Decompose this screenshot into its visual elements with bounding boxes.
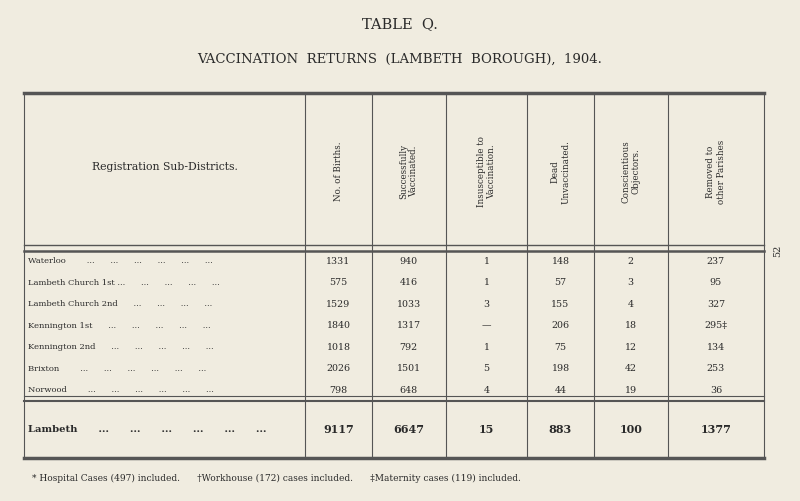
Text: 1033: 1033 xyxy=(397,300,421,309)
Text: 327: 327 xyxy=(707,300,725,309)
Text: 416: 416 xyxy=(400,278,418,287)
Text: 15: 15 xyxy=(479,424,494,435)
Text: 1: 1 xyxy=(483,257,490,266)
Text: —: — xyxy=(482,321,491,330)
Text: 12: 12 xyxy=(625,343,637,352)
Text: Insusceptible to
Vaccination.: Insusceptible to Vaccination. xyxy=(477,136,496,207)
Text: 44: 44 xyxy=(554,386,566,395)
Text: 1331: 1331 xyxy=(326,257,350,266)
Text: 100: 100 xyxy=(619,424,642,435)
Text: 9117: 9117 xyxy=(323,424,354,435)
Text: Lambeth      ...      ...      ...      ...      ...      ...: Lambeth ... ... ... ... ... ... xyxy=(28,425,266,434)
Text: 1377: 1377 xyxy=(701,424,731,435)
Text: 295‡: 295‡ xyxy=(704,321,727,330)
Text: Registration Sub-Districts.: Registration Sub-Districts. xyxy=(92,162,238,171)
Text: Waterloo        ...      ...      ...      ...      ...      ...: Waterloo ... ... ... ... ... ... xyxy=(28,257,213,265)
Text: 1317: 1317 xyxy=(397,321,421,330)
Text: Lambeth Church 2nd      ...      ...      ...      ...: Lambeth Church 2nd ... ... ... ... xyxy=(28,300,212,308)
Text: 2026: 2026 xyxy=(326,364,350,373)
Text: 18: 18 xyxy=(625,321,637,330)
Text: 3: 3 xyxy=(628,278,634,287)
Text: Dead
Unvaccinated.: Dead Unvaccinated. xyxy=(550,140,570,203)
Text: 4: 4 xyxy=(628,300,634,309)
Text: 798: 798 xyxy=(330,386,347,395)
Text: 95: 95 xyxy=(710,278,722,287)
Text: Norwood        ...      ...      ...      ...      ...      ...: Norwood ... ... ... ... ... ... xyxy=(28,386,214,394)
Text: Removed to
other Parishes: Removed to other Parishes xyxy=(706,139,726,204)
Text: 4: 4 xyxy=(483,386,490,395)
Text: 6647: 6647 xyxy=(394,424,424,435)
Text: VACCINATION  RETURNS  (LAMBETH  BOROUGH),  1904.: VACCINATION RETURNS (LAMBETH BOROUGH), 1… xyxy=(198,53,602,66)
Text: TABLE  Q.: TABLE Q. xyxy=(362,18,438,32)
Text: 206: 206 xyxy=(551,321,570,330)
Text: 648: 648 xyxy=(400,386,418,395)
Text: No. of Births.: No. of Births. xyxy=(334,142,343,201)
Text: Successfully
Vaccinated.: Successfully Vaccinated. xyxy=(399,144,418,199)
Text: 940: 940 xyxy=(400,257,418,266)
Text: 155: 155 xyxy=(551,300,570,309)
Text: 237: 237 xyxy=(707,257,725,266)
Text: 575: 575 xyxy=(330,278,348,287)
Text: Kennington 2nd      ...      ...      ...      ...      ...: Kennington 2nd ... ... ... ... ... xyxy=(28,343,214,351)
Text: 1501: 1501 xyxy=(397,364,421,373)
Text: 75: 75 xyxy=(554,343,566,352)
Text: Kennington 1st      ...      ...      ...      ...      ...: Kennington 1st ... ... ... ... ... xyxy=(28,322,210,330)
Text: Brixton        ...      ...      ...      ...      ...      ...: Brixton ... ... ... ... ... ... xyxy=(28,365,206,373)
Text: 148: 148 xyxy=(551,257,570,266)
Text: 42: 42 xyxy=(625,364,637,373)
Text: 1529: 1529 xyxy=(326,300,350,309)
Text: 198: 198 xyxy=(551,364,570,373)
Text: 36: 36 xyxy=(710,386,722,395)
Text: 883: 883 xyxy=(549,424,572,435)
Text: 3: 3 xyxy=(483,300,490,309)
Text: 1018: 1018 xyxy=(326,343,350,352)
Text: 2: 2 xyxy=(628,257,634,266)
Text: 792: 792 xyxy=(400,343,418,352)
Text: 253: 253 xyxy=(706,364,725,373)
Text: 5: 5 xyxy=(483,364,490,373)
Text: 1: 1 xyxy=(483,343,490,352)
Text: 1: 1 xyxy=(483,278,490,287)
Text: Conscientious
Objectors.: Conscientious Objectors. xyxy=(621,140,641,203)
Text: Lambeth Church 1st ...      ...      ...      ...      ...: Lambeth Church 1st ... ... ... ... ... xyxy=(28,279,220,287)
Text: * Hospital Cases (497) included.      †Workhouse (172) cases included.      ‡Mat: * Hospital Cases (497) included. †Workho… xyxy=(32,474,521,483)
Text: 19: 19 xyxy=(625,386,637,395)
Text: 57: 57 xyxy=(554,278,566,287)
Text: 134: 134 xyxy=(707,343,725,352)
Text: 1840: 1840 xyxy=(326,321,350,330)
Text: 52: 52 xyxy=(773,244,782,257)
